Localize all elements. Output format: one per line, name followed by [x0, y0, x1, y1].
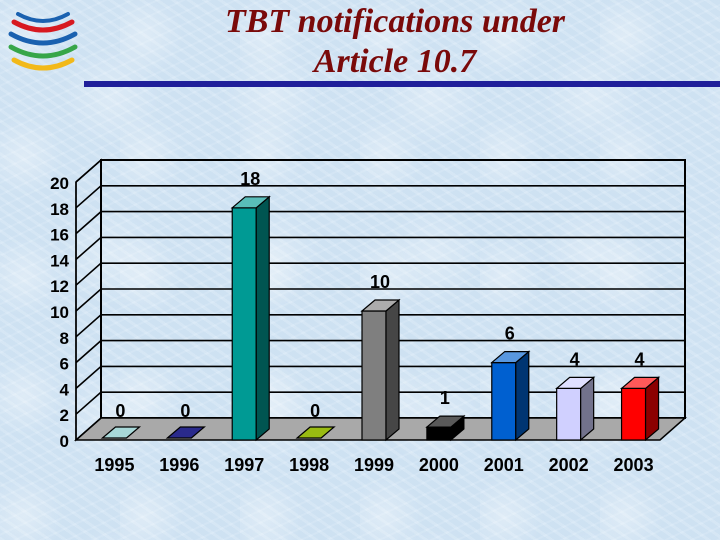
bar-top [425, 415, 466, 428]
bar-top [230, 196, 271, 209]
bar-side [385, 298, 400, 442]
wto-logo-icon [8, 12, 78, 71]
bar-front [491, 362, 517, 441]
bar-1998 [295, 426, 336, 439]
gridline [75, 339, 685, 364]
gridline [75, 185, 685, 209]
y-tick-label: 6 [60, 355, 69, 374]
title-line-1: TBT notifications under [224, 3, 566, 40]
bar-2002 [555, 376, 596, 442]
bar-top [295, 426, 336, 439]
gridline [75, 365, 685, 390]
bar-1999 [360, 298, 401, 442]
y-tick-label: 10 [50, 303, 69, 322]
gridline [75, 288, 685, 312]
data-label: 6 [505, 324, 515, 344]
x-tick-label: 1999 [354, 455, 394, 475]
y-tick-label: 18 [50, 200, 69, 219]
gridline [75, 210, 685, 235]
gridline [75, 313, 685, 338]
data-label: 0 [180, 401, 190, 421]
bar-1995 [100, 426, 142, 439]
y-tick-label: 0 [60, 432, 69, 451]
bar-2003 [619, 376, 661, 442]
title-line-2: Article 10.7 [313, 43, 477, 80]
y-tick-label: 2 [60, 406, 69, 425]
data-label: 0 [115, 401, 125, 421]
data-label: 4 [570, 349, 580, 369]
header-rule [84, 81, 720, 87]
y-tick-label: 20 [50, 174, 69, 193]
bar-side [515, 350, 530, 442]
bar-1997 [230, 195, 271, 442]
bar-front [361, 310, 387, 441]
y-tick-label: 14 [50, 251, 69, 270]
bar-top [490, 351, 531, 364]
bar-top [619, 376, 661, 389]
bar-top [165, 426, 206, 439]
data-label: 0 [310, 401, 320, 421]
bar-2001 [490, 350, 531, 442]
y-tick-label: 4 [60, 380, 70, 399]
x-tick-label: 2002 [549, 455, 589, 475]
page-title: TBT notifications under Article 10.7 [140, 2, 650, 82]
x-tick-label: 2003 [614, 455, 654, 475]
y-tick-label: 8 [60, 329, 69, 348]
bar-front [426, 426, 452, 441]
data-label: 18 [240, 169, 260, 189]
bar-top [555, 376, 596, 389]
bar-side [255, 195, 270, 442]
bar-front [231, 207, 257, 441]
x-tick-label: 1998 [289, 455, 329, 475]
data-label: 1 [440, 388, 450, 408]
y-tick-label: 16 [50, 226, 69, 245]
x-tick-label: 2001 [484, 455, 524, 475]
data-label: 4 [635, 349, 645, 369]
data-label: 10 [370, 272, 390, 292]
gridline [75, 236, 685, 261]
x-tick-label: 1996 [159, 455, 199, 475]
x-tick-label: 2000 [419, 455, 459, 475]
bar-top [100, 426, 142, 439]
x-tick-label: 1995 [94, 455, 134, 475]
gridline [75, 262, 685, 286]
bar-2000 [425, 414, 466, 442]
gridline [75, 159, 685, 183]
bar-top [360, 299, 401, 312]
gridline [75, 391, 685, 415]
x-tick-label: 1997 [224, 455, 264, 475]
bar-1996 [165, 426, 206, 439]
bar-front [556, 387, 582, 441]
bar-front [620, 387, 647, 441]
y-tick-label: 12 [50, 277, 69, 296]
